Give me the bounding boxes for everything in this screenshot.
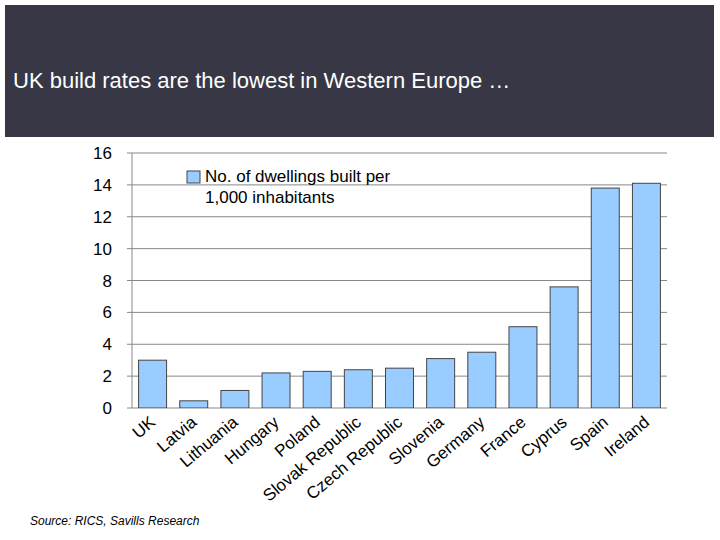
bar	[550, 287, 578, 408]
tick-mark	[127, 153, 132, 154]
bar	[386, 368, 414, 408]
bar	[468, 352, 496, 408]
x-tick-label: UK	[129, 412, 160, 442]
tick-mark	[127, 376, 132, 377]
grid-line	[132, 153, 667, 154]
tick-mark	[127, 248, 132, 249]
y-tick-label: 6	[103, 303, 112, 322]
chart: 0246810121416UKLatviaLithuaniaHungaryPol…	[0, 0, 720, 540]
bar	[427, 359, 455, 408]
y-tick-label: 16	[93, 144, 112, 163]
title: UK build rates are the lowest in Western…	[13, 68, 510, 94]
grid-line	[132, 248, 667, 249]
y-tick-label: 8	[103, 272, 112, 291]
bar	[509, 327, 537, 408]
y-tick-label: 12	[93, 208, 112, 227]
bar	[262, 373, 290, 408]
bar	[632, 183, 660, 408]
y-tick-label: 2	[103, 367, 112, 386]
y-axis	[132, 153, 133, 408]
tick-mark	[127, 312, 132, 313]
y-tick-label: 4	[103, 335, 112, 354]
grid-line	[132, 280, 667, 281]
bar	[591, 188, 619, 408]
legend-label: No. of dwellings built per 1,000 inhabit…	[205, 166, 435, 208]
y-tick-label: 14	[93, 176, 112, 195]
x-tick-label: Ireland	[601, 413, 653, 461]
tick-mark	[127, 184, 132, 185]
bar	[344, 370, 372, 408]
bar	[303, 371, 331, 408]
x-tick-label: Cyprus	[517, 413, 570, 462]
source: Source: RICS, Savills Research	[30, 514, 199, 528]
tick-mark	[127, 216, 132, 217]
bar	[180, 401, 208, 408]
x-tick-label: Germany	[423, 412, 489, 472]
grid-line	[132, 216, 667, 217]
bar	[221, 390, 249, 408]
grid-line	[132, 344, 667, 345]
tick-mark	[127, 280, 132, 281]
grid-line	[132, 312, 667, 313]
tick-mark	[127, 408, 132, 409]
bars	[139, 183, 661, 408]
x-tick-label: Hungary	[221, 412, 283, 468]
bar	[139, 360, 167, 408]
tick-mark	[127, 344, 132, 345]
y-tick-label: 0	[103, 399, 112, 418]
y-tick-label: 10	[93, 240, 112, 259]
legend-swatch	[187, 171, 200, 183]
